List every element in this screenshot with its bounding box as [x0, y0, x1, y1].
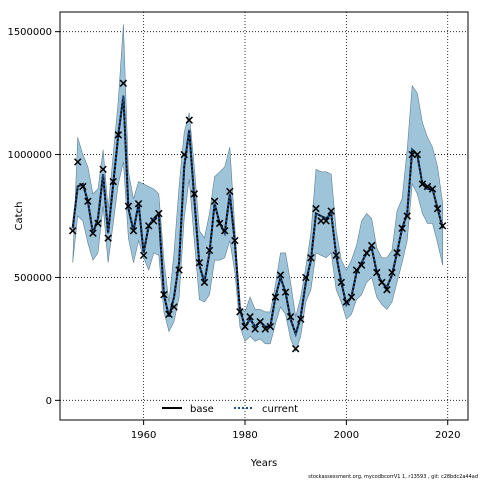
obs-point-1957	[124, 202, 133, 210]
y-axis-title: Catch	[14, 202, 25, 231]
obs-point-1965	[165, 310, 173, 319]
obs-point-1991	[297, 315, 305, 323]
obs-point-2009	[388, 268, 396, 277]
obs-point-1947	[74, 158, 82, 166]
obs-point-2011	[398, 224, 406, 233]
confidence-band-area	[72, 24, 443, 353]
obs-point-2014	[413, 150, 422, 159]
obs-point-1999	[337, 278, 346, 287]
obs-point-1967	[175, 266, 183, 274]
obs-point-1976	[220, 227, 229, 235]
obs-point-1988	[281, 288, 290, 296]
x-tick-label-1960: 1960	[131, 430, 156, 441]
obs-point-1993	[307, 254, 315, 262]
obs-point-1949	[84, 197, 92, 205]
obs-point-2016	[423, 182, 432, 191]
obs-point-2015	[418, 180, 427, 188]
obs-point-2017	[428, 185, 437, 193]
obs-point-1971	[195, 258, 204, 267]
obs-point-1964	[160, 290, 168, 299]
obs-point-1982	[251, 325, 259, 333]
obs-point-2008	[383, 286, 391, 294]
obs-point-1985	[266, 322, 275, 331]
obs-point-1987	[276, 271, 285, 279]
obs-point-2005	[367, 241, 376, 250]
y-tick-label-0: 0	[46, 396, 52, 407]
obs-point-1997	[327, 207, 335, 215]
legend: base current	[162, 404, 298, 415]
y-tick-label-1000000: 1000000	[7, 150, 52, 161]
obs-point-1973	[205, 246, 214, 255]
obs-point-1950	[89, 229, 97, 237]
obs-point-1992	[302, 273, 310, 282]
obs-point-1989	[286, 313, 295, 321]
obs-point-2007	[378, 278, 386, 287]
obs-point-1951	[94, 219, 102, 228]
obs-point-1962	[150, 217, 158, 225]
obs-point-1981	[246, 313, 254, 321]
obs-point-1983	[256, 317, 264, 326]
obs-point-1990	[291, 344, 300, 353]
obs-point-1977	[226, 187, 234, 196]
obs-point-1968	[180, 150, 188, 159]
obs-point-1956	[119, 79, 128, 88]
y-axis: 0 500000 1000000 1500000	[7, 27, 60, 407]
obs-point-1958	[129, 227, 138, 235]
obs-point-1966	[170, 303, 178, 311]
y-tick-label-500000: 500000	[14, 273, 52, 284]
x-axis: 1960 1980 2000 2020	[131, 420, 460, 441]
obs-point-1970	[190, 190, 199, 198]
obs-point-1996	[322, 217, 330, 225]
x-tick-label-2000: 2000	[334, 430, 359, 441]
legend-current-label: current	[262, 404, 298, 415]
obs-point-2019	[438, 222, 447, 230]
series-line-current	[71, 95, 444, 338]
obs-point-1978	[231, 236, 239, 245]
plot-frame	[59, 11, 469, 421]
obs-point-2001	[347, 293, 356, 301]
x-axis-title: Years	[250, 458, 277, 469]
observed-points	[68, 79, 447, 353]
obs-point-1974	[210, 197, 219, 205]
obs-point-2004	[362, 249, 371, 257]
confidence-band	[72, 24, 443, 353]
obs-point-1979	[236, 308, 244, 316]
obs-point-1969	[185, 116, 193, 124]
x-tick-label-2020: 2020	[435, 430, 460, 441]
obs-point-1948	[79, 182, 87, 191]
obs-point-1986	[271, 293, 280, 301]
obs-point-1954	[109, 177, 117, 186]
x-tick-label-1980: 1980	[232, 430, 257, 441]
obs-point-1980	[241, 322, 249, 331]
obs-point-1975	[215, 219, 224, 228]
obs-point-2003	[357, 261, 366, 269]
obs-point-2010	[393, 249, 401, 257]
obs-point-1953	[104, 234, 112, 242]
obs-point-1952	[99, 165, 107, 174]
legend-base-label: base	[190, 404, 214, 415]
obs-point-1960	[139, 251, 148, 260]
obs-point-1963	[155, 209, 163, 218]
obs-point-2012	[403, 212, 411, 220]
y-tick-label-1500000: 1500000	[7, 27, 52, 38]
obs-point-1972	[200, 278, 209, 287]
obs-point-1955	[114, 131, 123, 139]
footer-credit: stockassessment.org, mycodbcorrV1 1, r13…	[308, 474, 478, 480]
obs-point-1984	[261, 325, 269, 333]
obs-point-2018	[433, 204, 442, 213]
obs-point-2006	[373, 268, 381, 277]
obs-point-1994	[312, 204, 320, 213]
obs-point-1998	[332, 251, 340, 260]
obs-point-1959	[134, 199, 143, 208]
obs-point-1946	[68, 227, 77, 235]
